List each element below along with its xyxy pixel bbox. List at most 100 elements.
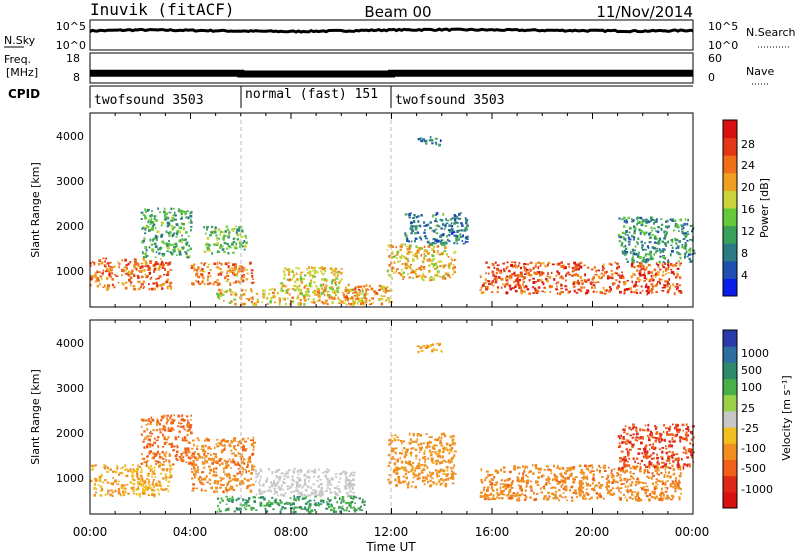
heatmap-cell bbox=[423, 140, 426, 143]
heatmap-cell bbox=[232, 437, 235, 441]
heatmap-cell bbox=[259, 501, 263, 505]
heatmap-cell bbox=[128, 272, 131, 275]
heatmap-cell bbox=[573, 261, 576, 265]
heatmap-cell bbox=[148, 466, 151, 470]
heatmap-cell bbox=[327, 469, 330, 472]
heatmap-cell bbox=[217, 283, 221, 286]
heatmap-cell bbox=[557, 464, 559, 468]
heatmap-cell bbox=[239, 482, 242, 486]
heatmap-cell bbox=[685, 437, 688, 440]
power-cbar-tick-28: 28 bbox=[741, 138, 755, 151]
heatmap-cell bbox=[643, 447, 647, 450]
heatmap-cell bbox=[667, 289, 670, 292]
heatmap-cell bbox=[294, 289, 297, 292]
heatmap-cell bbox=[650, 476, 653, 480]
heatmap-cell bbox=[285, 289, 289, 292]
heatmap-cell bbox=[500, 497, 504, 500]
heatmap-cell bbox=[314, 492, 316, 495]
heatmap-cell bbox=[239, 244, 243, 246]
heatmap-cell bbox=[628, 287, 631, 291]
heatmap-cell bbox=[243, 240, 246, 243]
heatmap-cell bbox=[150, 450, 152, 453]
heatmap-cell bbox=[464, 217, 467, 219]
heatmap-cell bbox=[591, 466, 594, 469]
heatmap-cell bbox=[328, 482, 331, 484]
heatmap-cell bbox=[568, 273, 572, 276]
heatmap-cell bbox=[656, 273, 660, 276]
heatmap-cell bbox=[648, 462, 651, 465]
heatmap-cell bbox=[652, 448, 656, 451]
heatmap-cell bbox=[658, 441, 662, 444]
heatmap-cell bbox=[616, 286, 619, 290]
heatmap-cell bbox=[143, 439, 145, 441]
heatmap-cell bbox=[211, 252, 213, 255]
heatmap-cell bbox=[165, 230, 168, 233]
heatmap-cell bbox=[353, 510, 357, 513]
power-data-cells bbox=[90, 136, 696, 307]
heatmap-cell bbox=[537, 286, 541, 289]
heatmap-cell bbox=[313, 291, 317, 294]
heatmap-cell bbox=[420, 214, 423, 217]
heatmap-cell bbox=[165, 421, 168, 425]
heatmap-cell bbox=[639, 428, 642, 431]
heatmap-cell bbox=[154, 235, 158, 239]
heatmap-cell bbox=[628, 227, 632, 230]
heatmap-cell bbox=[539, 264, 542, 267]
heatmap-cell bbox=[587, 266, 590, 269]
heatmap-cell bbox=[339, 510, 342, 512]
heatmap-cell bbox=[158, 264, 162, 268]
heatmap-cell bbox=[90, 277, 93, 281]
heatmap-cell bbox=[662, 256, 665, 259]
nave-ytick-high: 60 bbox=[708, 52, 722, 65]
heatmap-cell bbox=[226, 460, 229, 463]
heatmap-cell bbox=[191, 452, 195, 455]
heatmap-cell bbox=[661, 274, 665, 277]
heatmap-cell bbox=[515, 498, 519, 502]
heatmap-cell bbox=[619, 497, 622, 500]
heatmap-cell bbox=[492, 264, 495, 267]
heatmap-cell bbox=[500, 490, 503, 493]
heatmap-cell bbox=[645, 466, 648, 468]
heatmap-cell bbox=[218, 251, 221, 253]
heatmap-cell bbox=[148, 267, 151, 270]
heatmap-cell bbox=[687, 434, 690, 437]
heatmap-cell bbox=[513, 271, 516, 275]
heatmap-cell bbox=[173, 232, 176, 235]
heatmap-cell bbox=[623, 428, 626, 432]
heatmap-cell bbox=[426, 474, 429, 477]
heatmap-cell bbox=[124, 269, 127, 272]
heatmap-cell bbox=[269, 501, 272, 504]
heatmap-cell bbox=[245, 504, 248, 508]
heatmap-cell bbox=[664, 280, 667, 283]
heatmap-cell bbox=[201, 281, 203, 284]
heatmap-cell bbox=[529, 268, 531, 271]
heatmap-cell bbox=[495, 277, 498, 281]
heatmap-cell bbox=[134, 261, 137, 263]
heatmap-cell bbox=[584, 464, 587, 468]
power-cbar-tick-8: 8 bbox=[741, 247, 748, 260]
heatmap-cell bbox=[416, 225, 418, 228]
heatmap-cell bbox=[430, 276, 433, 278]
heatmap-cell bbox=[310, 285, 313, 288]
heatmap-cell bbox=[214, 453, 217, 456]
heatmap-cell bbox=[583, 478, 585, 481]
heatmap-cell bbox=[506, 261, 509, 264]
heatmap-cell bbox=[435, 217, 437, 221]
heatmap-cell bbox=[349, 474, 352, 477]
heatmap-cell bbox=[180, 241, 183, 244]
heatmap-cell bbox=[628, 426, 631, 429]
heatmap-cell bbox=[280, 288, 284, 291]
heatmap-cell bbox=[602, 274, 605, 277]
heatmap-cell bbox=[449, 276, 452, 279]
heatmap-cell bbox=[257, 474, 259, 478]
heatmap-cell bbox=[633, 291, 637, 294]
heatmap-cell bbox=[426, 444, 429, 448]
heatmap-cell bbox=[689, 247, 692, 251]
heatmap-cell bbox=[111, 272, 114, 275]
heatmap-cell bbox=[218, 463, 221, 467]
heatmap-cell bbox=[636, 216, 640, 219]
heatmap-cell bbox=[233, 274, 236, 277]
heatmap-cell bbox=[389, 254, 392, 257]
heatmap-cell bbox=[633, 266, 636, 269]
heatmap-cell bbox=[661, 446, 665, 449]
